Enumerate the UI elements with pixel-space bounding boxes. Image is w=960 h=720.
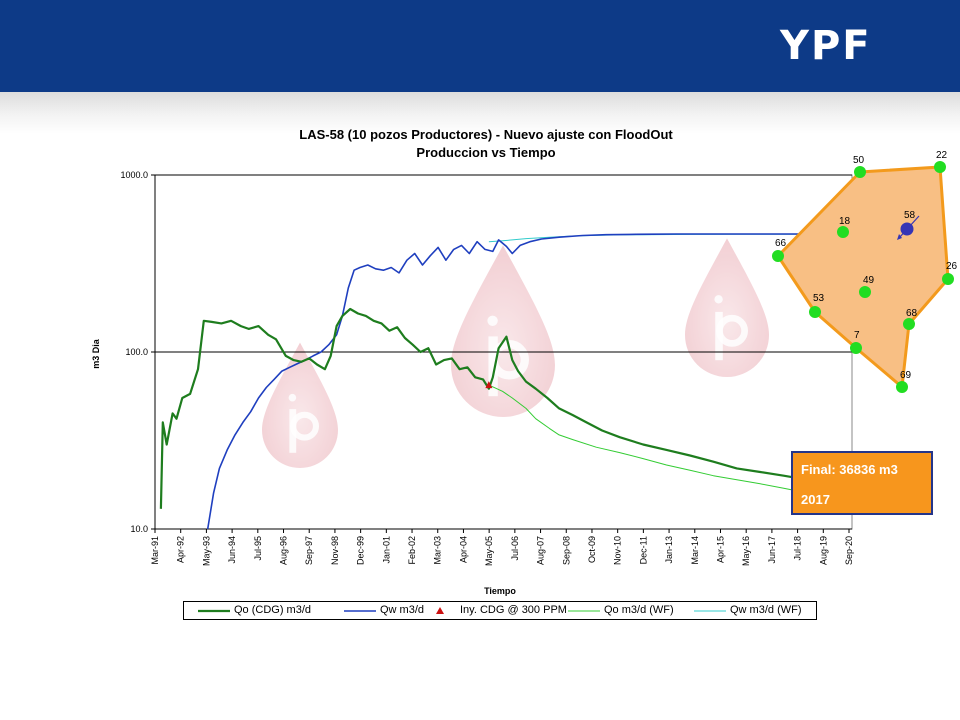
header-band — [0, 0, 960, 92]
watermark-drop-0 — [262, 342, 338, 468]
x-tick-label-5: Aug-96 — [279, 536, 289, 565]
x-tick-label-18: Nov-10 — [613, 536, 623, 565]
x-tick-label-27: Sep-20 — [844, 536, 854, 565]
x-tick-label-1: Apr-92 — [176, 536, 186, 563]
legend-label: Qo m3/d (WF) — [604, 604, 674, 616]
legend-item-qo-wf: Qo m3/d (WF) — [566, 602, 696, 619]
x-tick-label-20: Jan-13 — [664, 536, 674, 564]
y-tick-label-1: 100.0 — [125, 347, 148, 357]
watermark-bowl-0 — [290, 411, 320, 441]
well-label-66: 66 — [775, 238, 787, 249]
x-tick-label-10: Feb-02 — [407, 536, 417, 565]
legend-label: Iny. CDG @ 300 PPM — [460, 604, 567, 616]
well-marker-53 — [809, 306, 821, 318]
x-tick-label-21: Mar-14 — [690, 536, 700, 565]
y-axis-ticks: 10.0 100.0 1000.0 — [120, 170, 155, 534]
x-tick-label-17: Oct-09 — [587, 536, 597, 563]
x-tick-label-3: Jun-94 — [227, 536, 237, 564]
watermark-dot-2 — [714, 295, 723, 304]
injector-arrow-head — [897, 234, 902, 240]
final-volume-text: Final: 36836 m3 — [801, 462, 898, 477]
well-label-22: 22 — [936, 150, 948, 161]
x-tick-label-6: Sep-97 — [304, 536, 314, 565]
x-tick-label-9: Jan-01 — [381, 536, 391, 564]
well-marker-22 — [934, 161, 946, 173]
series-line-1 — [206, 233, 841, 530]
chart-subtitle: Produccion vs Tiempo — [416, 145, 555, 160]
well-marker-66 — [772, 250, 784, 262]
watermark-drops — [262, 238, 769, 468]
x-tick-label-26: Aug-19 — [818, 536, 828, 565]
well-label-7: 7 — [854, 330, 860, 341]
x-axis-ticks: Mar-91 Apr-92 May-93 Jun-94 Jul-95 Aug-96 Sep-… — [150, 529, 854, 566]
well-label-26: 26 — [946, 261, 958, 272]
watermark-drop-2 — [685, 238, 769, 377]
x-tick-label-8: Dec-99 — [356, 536, 366, 565]
injection-marker — [485, 381, 493, 389]
x-tick-label-22: Apr-15 — [715, 536, 725, 563]
watermark-stem-0 — [289, 409, 297, 453]
well-label-68: 68 — [906, 308, 918, 319]
x-tick-label-15: Aug-07 — [536, 536, 546, 565]
series-lines — [159, 233, 841, 530]
x-tick-label-13: May-05 — [484, 536, 494, 566]
y-axis-label: m3 Dia — [91, 338, 101, 369]
ypf-logo: YPF — [780, 23, 872, 69]
final-year-text: 2017 — [801, 492, 830, 507]
x-tick-label-14: Jul-06 — [510, 536, 520, 561]
chart-legend: Qo (CDG) m3/d Qw m3/d Iny. CDG @ 300 PPM… — [183, 601, 817, 620]
well-marker-18 — [837, 226, 849, 238]
header-shadow — [0, 92, 960, 134]
x-tick-label-16: Sep-08 — [561, 536, 571, 565]
legend-item-iny-cdg: Iny. CDG @ 300 PPM — [422, 602, 572, 619]
gridlines — [154, 174, 852, 530]
x-tick-label-19: Dec-11 — [638, 536, 648, 564]
watermark-dot-0 — [288, 393, 297, 402]
x-tick-label-25: Jul-18 — [793, 536, 803, 561]
watermark-drop-1 — [451, 245, 555, 417]
watermark-stem-2 — [715, 311, 723, 361]
well-label-18: 18 — [839, 216, 851, 227]
well-label-58: 58 — [904, 210, 916, 221]
well-label-69: 69 — [900, 370, 912, 381]
well-marker-7 — [850, 342, 862, 354]
x-tick-label-23: May-16 — [741, 536, 751, 566]
watermark-dot-1 — [487, 315, 498, 326]
well-marker-50 — [854, 166, 866, 178]
watermark-stem-1 — [488, 336, 498, 397]
well-marker-69 — [896, 381, 908, 393]
x-tick-label-24: Jun-17 — [767, 536, 777, 564]
x-tick-label-7: Nov-98 — [330, 536, 340, 565]
legend-item-qw-wf: Qw m3/d (WF) — [692, 602, 812, 619]
y-tick-label-0: 10.0 — [130, 524, 148, 534]
legend-item-qo-cdg: Qo (CDG) m3/d — [196, 602, 346, 619]
x-tick-label-2: May-93 — [201, 536, 211, 566]
final-volume-callout: Final: 36836 m3 2017 — [791, 451, 933, 515]
well-label-49: 49 — [863, 275, 875, 286]
x-axis-label: Tiempo — [484, 586, 516, 596]
legend-label: Qw m3/d (WF) — [730, 604, 802, 616]
series-line-3 — [488, 384, 831, 496]
well-marker-49 — [859, 286, 871, 298]
watermark-bowl-2 — [716, 314, 749, 347]
well-marker-26 — [942, 273, 954, 285]
chart-title: LAS-58 (10 pozos Productores) - Nuevo aj… — [299, 127, 673, 142]
well-label-53: 53 — [813, 293, 825, 304]
legend-item-qw: Qw m3/d — [342, 602, 442, 619]
series-line-0 — [159, 307, 831, 509]
legend-label: Qw m3/d — [380, 604, 425, 616]
injector-arrow — [898, 215, 920, 239]
x-tick-label-4: Jul-95 — [253, 536, 263, 561]
x-tick-label-11: Mar-03 — [433, 536, 443, 565]
well-map: 50 22 18 58 66 26 49 53 68 7 69 — [772, 150, 958, 393]
x-tick-label-0: Mar-91 — [150, 536, 160, 565]
well-label-50: 50 — [853, 155, 865, 166]
x-tick-label-12: Apr-04 — [458, 536, 468, 563]
well-marker-68 — [903, 318, 915, 330]
y-tick-label-2: 1000.0 — [120, 170, 148, 180]
legend-label: Qo (CDG) m3/d — [234, 604, 312, 616]
